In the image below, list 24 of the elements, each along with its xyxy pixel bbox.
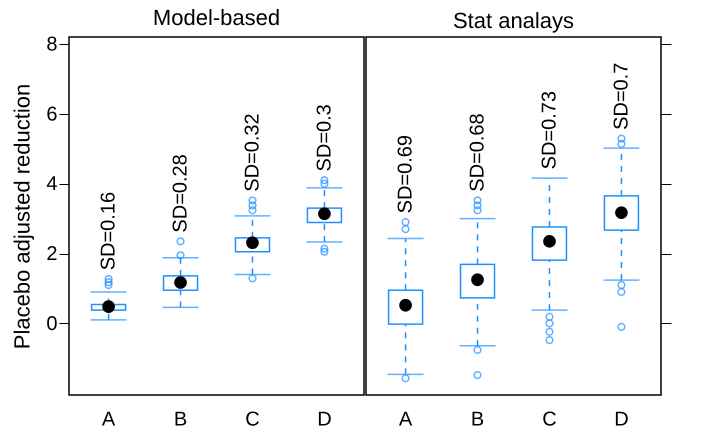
annotation: SD=0.3	[313, 104, 336, 172]
annotation: SD=0.68	[466, 113, 489, 192]
y-tick-label: 4	[46, 173, 58, 196]
annotation: SD=0.28	[170, 154, 192, 233]
y-tick-label: 0	[46, 312, 58, 335]
y-tick-label: 6	[46, 103, 58, 126]
x-tick-label: C	[245, 408, 260, 430]
annotation: SD=0.73	[538, 90, 560, 170]
x-tick-label: B	[470, 408, 484, 430]
x-tick-label: D	[614, 408, 629, 430]
x-tick-label: A	[398, 408, 413, 430]
y-axis-title: Placebo adjusted reduction	[9, 84, 34, 350]
y-tick-label: 2	[46, 243, 58, 266]
annotation: SD=0.69	[394, 134, 417, 214]
annotation: SD=0.32	[241, 113, 264, 192]
chart-title: Model-based	[152, 4, 280, 30]
chart-title: Stat analays	[452, 8, 574, 33]
x-tick-label: D	[317, 408, 332, 430]
x-tick-label: A	[102, 408, 116, 430]
annotation: SD=0.7	[610, 62, 632, 130]
annotation: SD=0.16	[98, 192, 120, 270]
x-tick-label: B	[174, 408, 188, 430]
x-tick-label: C	[542, 408, 557, 430]
y-tick-label: 8	[46, 33, 58, 56]
